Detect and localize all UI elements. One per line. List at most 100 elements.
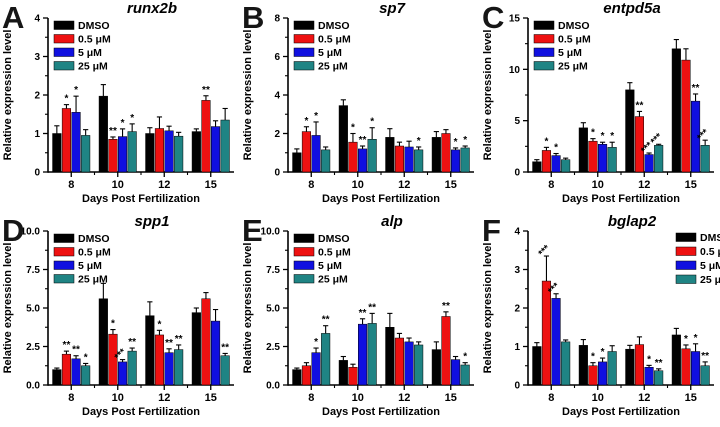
y-tick-label: 10.0 [21,227,41,238]
bar [191,131,201,173]
y-axis-title: Relative expression level [242,243,254,374]
legend-label: 25 μM [558,61,588,73]
legend-label: 25 μM [318,274,348,286]
bar [404,341,414,386]
bar [220,119,230,173]
bar [52,133,62,173]
bar [348,367,358,386]
x-tick-label: 10 [592,392,604,404]
y-tick-label: 7.5 [266,265,280,276]
significance-stars: ** [175,334,183,345]
significance-stars: * [694,333,698,344]
significance-stars: * [601,347,605,358]
bar [541,150,551,173]
legend-label: DMSO [78,233,110,245]
bar [561,159,571,173]
bar [551,155,561,173]
bar [301,131,311,173]
legend-label: 0.5 μM [700,246,720,258]
bar [644,154,654,173]
x-axis-title: Days Post Fertilization [562,406,680,418]
bar [311,352,321,386]
bar [127,131,137,173]
bar [211,126,221,173]
y-tick-label: 2.5 [26,342,40,353]
significance-stars: * [610,131,614,142]
chart-title: spp1 [134,213,169,230]
y-tick-label: 4 [274,91,280,102]
significance-stars: ** [109,126,117,137]
bar [145,133,155,173]
legend-label: DMSO [318,233,350,245]
bar [460,364,470,386]
bar [98,95,108,173]
x-tick-label: 15 [685,392,697,404]
significance-stars: * [314,111,318,122]
legend-swatch [533,61,555,71]
panel-c: entpd5a 0 5 10 15 8 10 12 15 Days Post Fertiliza… [480,0,720,214]
significance-stars: ** [165,338,173,349]
significance-stars: * [591,128,595,139]
bar [321,149,331,173]
y-axis-title: Relative expression level [482,243,494,374]
legend-label: 25 μM [318,61,348,73]
y-tick-label: 0.0 [266,381,280,392]
y-tick-label: 4 [34,14,40,25]
legend-swatch [675,274,697,284]
bar [607,351,617,386]
x-tick-label: 12 [158,179,170,191]
legend-label: 0.5 μM [318,34,351,46]
significance-stars: * [463,352,467,363]
bar [154,334,165,386]
bar [414,344,424,386]
y-tick-label: 2.5 [266,342,280,353]
x-axis-title: Days Post Fertilization [82,193,200,205]
x-tick-label: 12 [638,392,650,404]
significance-stars: * [130,113,134,124]
y-tick-label: 0 [274,168,280,179]
bar [644,367,654,386]
legend-swatch [293,34,315,44]
x-tick-label: 15 [445,179,457,191]
y-tick-label: 10.0 [261,227,281,238]
legend-label: 5 μM [318,260,342,272]
x-tick-label: 8 [308,392,314,404]
bar [321,333,331,386]
legend-swatch [293,233,315,243]
x-tick-label: 10 [112,179,124,191]
significance-stars: * [647,354,651,365]
bar [588,140,598,173]
chart-sp7: sp7 0 2 4 6 8 8 10 12 15 Days Post Fertilization R… [242,0,474,205]
chart-alp: alp 0.0 2.5 5.0 7.5 10.0 8 10 12 15 Days Post Fer… [242,213,474,418]
legend-swatch [53,247,75,257]
bar [625,89,635,173]
significance-stars: ** [63,340,71,351]
significance-stars: ** [368,302,376,313]
bar [607,147,617,173]
legend-swatch [675,232,697,242]
significance-stars: * [463,135,467,146]
y-tick-label: 1 [34,129,40,140]
significance-stars: * [157,319,161,330]
bar [71,358,81,386]
bar [451,359,461,386]
legend-label: 5 μM [78,47,102,59]
bar [441,316,451,386]
significance-stars: ** [359,308,367,319]
significance-stars: *** [537,243,553,259]
legend-label: 5 μM [558,47,582,59]
legend-label: 5 μM [700,260,720,272]
significance-stars: * [454,137,458,148]
chart-title: alp [381,213,403,230]
x-tick-label: 8 [548,179,554,191]
legend-swatch [53,47,75,57]
bar [700,145,710,173]
bar [460,147,470,173]
bar [61,353,71,386]
bar [691,351,701,386]
significance-stars: * [84,352,88,363]
y-tick-label: 4 [514,227,520,238]
chart-title: runx2b [127,0,177,17]
legend-swatch [675,246,697,256]
